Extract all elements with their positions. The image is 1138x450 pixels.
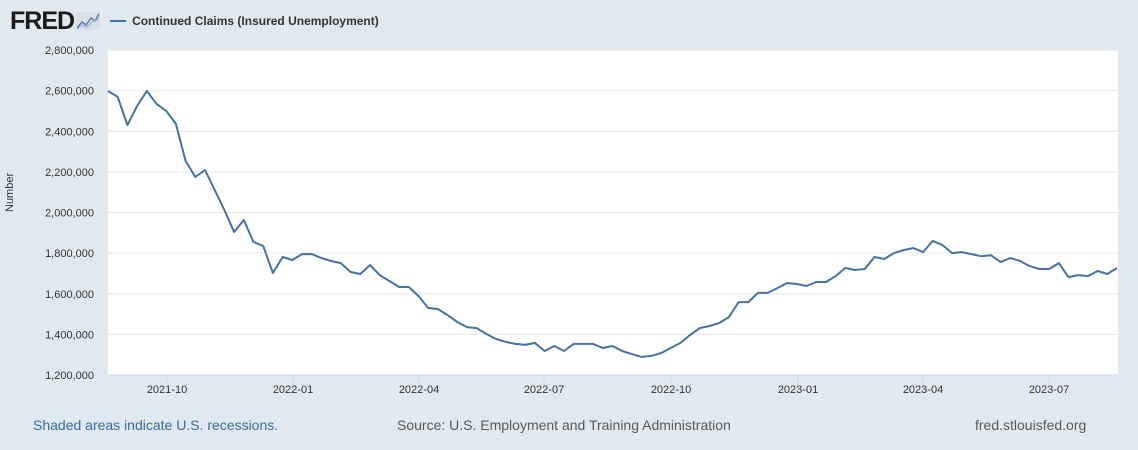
- y-tick-label: 1,600,000: [45, 289, 94, 301]
- legend-label[interactable]: Continued Claims (Insured Unemployment): [132, 14, 379, 28]
- x-tick-label: 2023-01: [778, 384, 818, 396]
- x-tick-label: 2022-07: [524, 384, 564, 396]
- x-tick-label: 2023-04: [903, 384, 943, 396]
- legend-swatch: [110, 20, 127, 22]
- y-tick-label: 2,800,000: [45, 45, 94, 57]
- fred-logo[interactable]: FRED: [10, 6, 75, 35]
- y-tick-label: 2,200,000: [45, 167, 94, 179]
- y-tick-label: 2,000,000: [45, 208, 94, 220]
- recessions-note: Shaded areas indicate U.S. recessions.: [33, 417, 279, 433]
- x-tick-label: 2022-01: [273, 384, 313, 396]
- y-tick-label: 2,400,000: [45, 126, 94, 138]
- chart-header: FRED Continued Claims (Insured Unemploym…: [10, 6, 379, 36]
- x-tick-label: 2021-10: [147, 384, 187, 396]
- chart-plot: 1,200,000 1,400,000 1,600,000 1,800,000 2,00…: [45, 45, 1118, 396]
- series-line[interactable]: [107, 90, 1118, 358]
- x-tick-label: 2022-10: [651, 384, 691, 396]
- y-axis-label: Number: [4, 172, 16, 212]
- source-note: Source: U.S. Employment and Training Adm…: [397, 417, 731, 433]
- fred-graph-icon: [76, 12, 101, 30]
- x-tick-label: 2023-07: [1029, 384, 1069, 396]
- y-tick-label: 1,200,000: [45, 370, 94, 382]
- y-tick-label: 1,400,000: [45, 329, 94, 341]
- y-tick-label: 1,800,000: [45, 248, 94, 260]
- x-tick-label: 2022-04: [399, 384, 439, 396]
- site-link[interactable]: fred.stlouisfed.org: [975, 417, 1087, 433]
- chart: 1,200,000 1,400,000 1,600,000 1,800,000 2,00…: [4, 45, 1118, 396]
- y-tick-label: 2,600,000: [45, 86, 94, 98]
